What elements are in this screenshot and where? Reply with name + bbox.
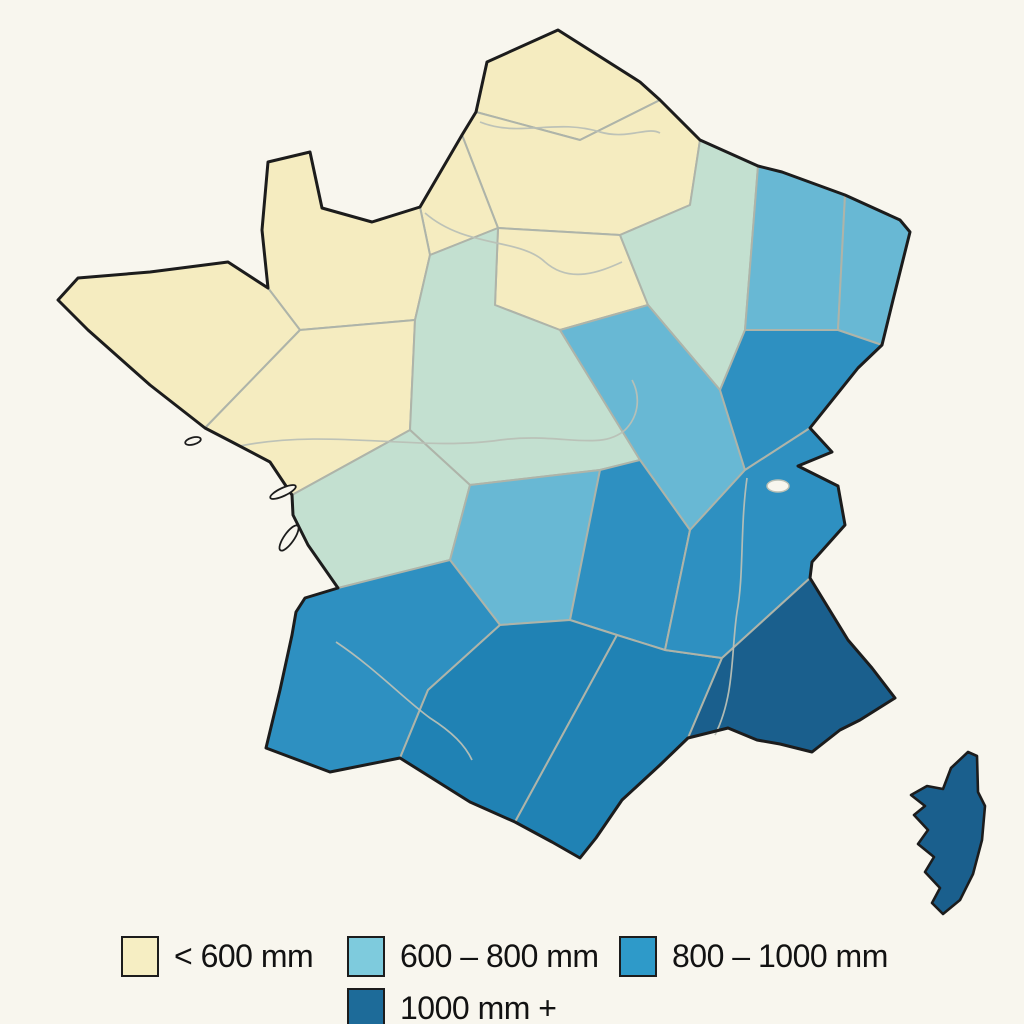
regions-layer [57, 29, 911, 859]
legend-label-over-1000: 1000 mm + [400, 989, 557, 1024]
river-loire [239, 379, 639, 447]
region-basse-normandie [261, 151, 431, 331]
islands-layer [184, 436, 790, 552]
coastline-outline [56, 28, 912, 860]
island-re [269, 484, 297, 500]
river-somme [479, 121, 661, 136]
legend-swatch-800-1000 [619, 935, 657, 977]
legend-item-over-1000: 1000 mm + [347, 986, 557, 1024]
river-garonne [335, 641, 473, 761]
legend-swatch-under-600 [121, 935, 159, 977]
legend-item-600-800: 600 – 800 mm [347, 934, 599, 978]
region-corse [909, 750, 987, 916]
legend-label-under-600: < 600 mm [174, 937, 314, 974]
legend-item-800-1000: 800 – 1000 mm [619, 934, 888, 978]
legend-item-under-600: < 600 mm [121, 934, 314, 978]
legend-swatch-over-1000 [347, 987, 385, 1024]
rivers-layer [239, 121, 748, 761]
legend-label-800-1000: 800 – 1000 mm [672, 937, 888, 974]
lake-geneva [766, 479, 790, 493]
river-seine [424, 212, 623, 276]
island-belle-ile [184, 436, 202, 446]
legend-label-600-800: 600 – 800 mm [400, 937, 599, 974]
island-oleron [278, 524, 300, 552]
legend-swatch-600-800 [347, 935, 385, 977]
river-rhone [714, 477, 748, 736]
